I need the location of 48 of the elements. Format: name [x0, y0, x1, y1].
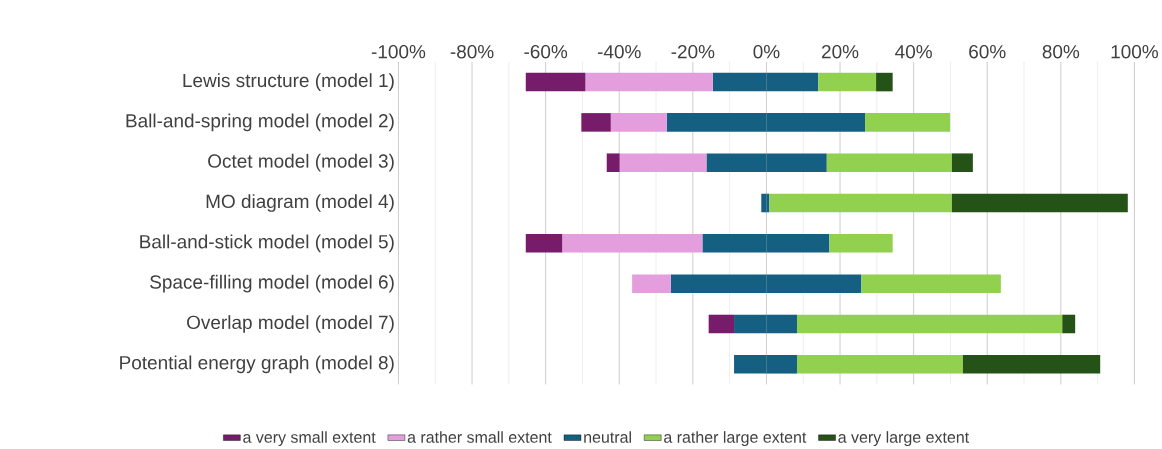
x-tick-label: 0% — [753, 44, 780, 59]
bar — [1062, 314, 1076, 334]
bar — [829, 233, 893, 253]
x-tick-label: 60% — [969, 44, 1006, 59]
bar — [632, 274, 671, 293]
x-tick-label: -20% — [671, 44, 715, 59]
x-tick-label: -80% — [450, 44, 494, 59]
x-tick-label: 100% — [1111, 44, 1158, 59]
bar — [562, 233, 703, 253]
x-tick-label: 80% — [1042, 44, 1080, 59]
x-tick-label: -100% — [371, 44, 426, 59]
bar — [818, 72, 877, 92]
y-tick-label: Lewis structure (model 1) — [183, 73, 394, 91]
y-tick-label: Ball-and-spring model (model 2) — [126, 113, 394, 132]
x-tick-label: 20% — [822, 44, 859, 59]
bar — [708, 314, 735, 334]
bar — [525, 72, 586, 92]
y-tick-label: MO diagram (model 4) — [206, 194, 394, 212]
bar — [796, 314, 1063, 334]
y-tick-label: Potential energy graph (model 8) — [120, 355, 394, 373]
bar — [962, 354, 1101, 374]
x-tick-label: 40% — [895, 44, 932, 59]
bar — [525, 233, 563, 253]
x-tick-label: -40% — [597, 44, 641, 59]
bar — [865, 112, 951, 132]
bar — [769, 193, 952, 213]
bar — [861, 274, 1001, 293]
bar — [619, 153, 707, 172]
legend-label: a rather large extent — [664, 430, 807, 446]
bar — [796, 354, 963, 374]
legend-label: a very small extent — [243, 430, 376, 446]
bar — [826, 153, 952, 172]
bar — [951, 193, 1128, 213]
y-tick-label: Space-filling model (model 6) — [150, 274, 394, 293]
legend-label: a rather small extent — [407, 430, 552, 443]
bar — [951, 153, 973, 172]
bar — [585, 72, 713, 92]
x-tick-label: -60% — [524, 44, 568, 59]
bar — [606, 153, 620, 172]
legend-label: neutral — [584, 430, 631, 443]
y-tick-label: Octet model (model 3) — [208, 153, 394, 172]
legend-label: a very large extent — [838, 430, 970, 446]
bar — [610, 112, 667, 132]
bar — [761, 193, 767, 213]
y-tick-label: Ball-and-stick model (model 5) — [140, 234, 394, 253]
y-tick-label: Overlap model (model 7) — [187, 314, 394, 333]
bar — [581, 112, 611, 132]
bar — [876, 72, 893, 92]
